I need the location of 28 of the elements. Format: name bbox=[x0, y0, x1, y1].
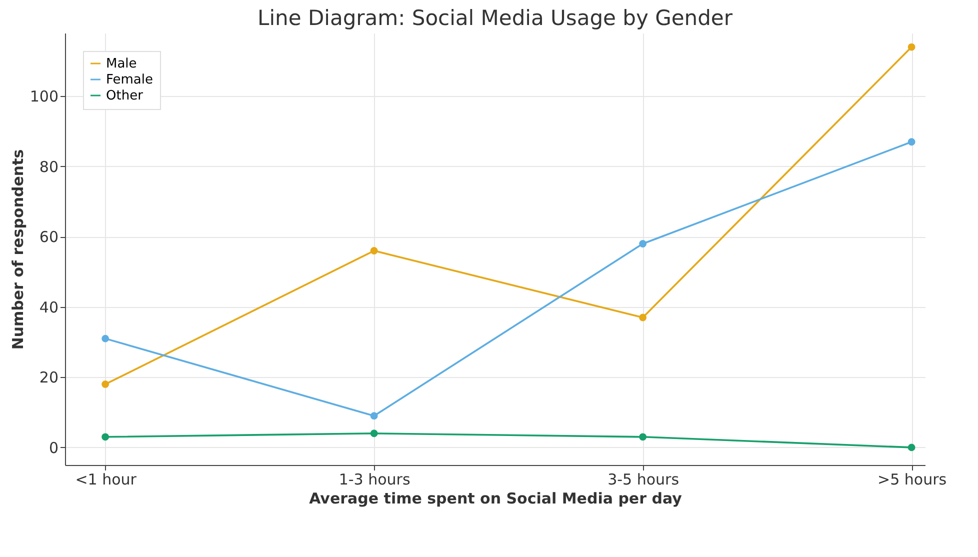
point bbox=[102, 334, 110, 342]
y-tick-label: 0 bbox=[48, 438, 58, 457]
point bbox=[639, 314, 647, 322]
point bbox=[370, 247, 378, 254]
x-axis-title: Average time spent on Social Media per day bbox=[309, 490, 682, 508]
x-tick-label: <1 hour bbox=[75, 470, 138, 488]
point bbox=[908, 43, 916, 51]
point bbox=[102, 380, 110, 388]
y-tick-label: 40 bbox=[39, 298, 58, 316]
y-tick-label: 80 bbox=[39, 158, 58, 176]
point bbox=[102, 433, 110, 441]
legend-label: Female bbox=[106, 72, 154, 88]
legend-label: Other bbox=[106, 88, 144, 104]
point bbox=[908, 444, 916, 452]
point bbox=[908, 138, 916, 146]
legend-label: Male bbox=[106, 56, 137, 72]
y-axis-title: Number of respondents bbox=[8, 149, 27, 350]
point bbox=[639, 433, 647, 441]
y-tick-label: 60 bbox=[39, 228, 58, 246]
x-tick-label: 1-3 hours bbox=[338, 470, 410, 488]
chart-title: Line Diagram: Social Media Usage by Gender bbox=[258, 6, 733, 30]
point bbox=[370, 430, 378, 438]
point bbox=[639, 240, 647, 248]
x-tick-label: >5 hours bbox=[878, 470, 947, 488]
x-tick-label: 3-5 hours bbox=[608, 470, 680, 488]
y-tick-label: 20 bbox=[39, 368, 58, 387]
y-tick-label: 100 bbox=[30, 88, 58, 106]
point bbox=[370, 412, 378, 420]
